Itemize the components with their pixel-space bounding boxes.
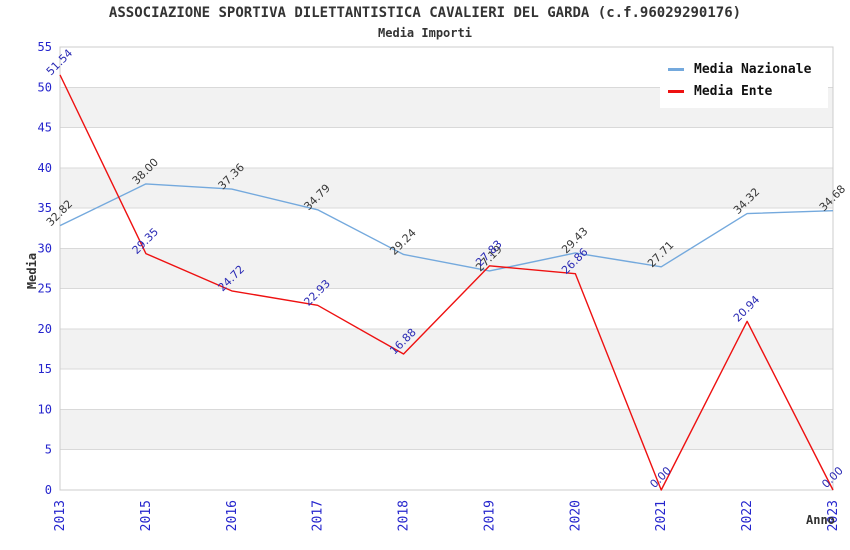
plot-band xyxy=(60,369,833,410)
series-line-media-ente xyxy=(59,74,834,491)
y-tick-label: 0 xyxy=(45,483,52,497)
y-tick-label: 25 xyxy=(38,282,52,296)
plot-band xyxy=(60,248,833,289)
x-tick-label: 2016 xyxy=(225,500,240,531)
chart-subtitle: Media Importi xyxy=(378,26,472,40)
y-tick-label: 5 xyxy=(45,443,52,457)
chart-legend: Media Nazionale Media Ente xyxy=(660,52,828,108)
x-tick-label: 2020 xyxy=(568,500,583,531)
plot-band xyxy=(60,167,833,209)
x-axis-title: Anno xyxy=(806,513,835,527)
x-tick-label: 2017 xyxy=(311,500,326,531)
media-ente-line-swatch-icon xyxy=(668,89,684,93)
x-tick-label: 2015 xyxy=(139,500,154,531)
x-tick-label: 2022 xyxy=(740,500,755,531)
y-tick-label: 50 xyxy=(38,80,52,94)
y-tick-label: 10 xyxy=(38,402,52,416)
series-line-media-nazionale xyxy=(59,183,834,272)
media-nazionale-line-swatch-icon xyxy=(668,67,684,71)
y-tick-label: 55 xyxy=(38,40,52,54)
y-axis-title: Media xyxy=(25,252,39,290)
legend-label: Media Nazionale xyxy=(694,61,812,77)
x-tick-label: 2021 xyxy=(654,500,669,531)
chart-title: ASSOCIAZIONE SPORTIVA DILETTANTISTICA CA… xyxy=(108,5,742,21)
x-tick-label: 2018 xyxy=(397,500,412,531)
plot-band xyxy=(60,409,833,450)
plot-band xyxy=(60,328,833,370)
plot-band xyxy=(60,208,833,249)
legend-item-media-nazionale: Media Nazionale xyxy=(668,58,820,80)
y-tick-label: 30 xyxy=(38,241,52,255)
x-tick-label: 2013 xyxy=(53,500,68,531)
x-tick-label: 2019 xyxy=(482,500,497,531)
y-tick-label: 40 xyxy=(38,161,52,175)
x-tick-label: 2023 xyxy=(826,500,841,531)
y-tick-label: 15 xyxy=(38,362,52,376)
y-tick-label: 35 xyxy=(38,201,52,215)
plot-band xyxy=(60,288,833,329)
legend-label: Media Ente xyxy=(694,83,773,99)
y-tick-label: 45 xyxy=(38,121,52,135)
legend-item-media-ente: Media Ente xyxy=(668,80,820,102)
plot-band xyxy=(60,449,833,490)
plot-border xyxy=(59,46,834,491)
y-tick-label: 20 xyxy=(38,322,52,336)
plot-band xyxy=(60,127,833,168)
